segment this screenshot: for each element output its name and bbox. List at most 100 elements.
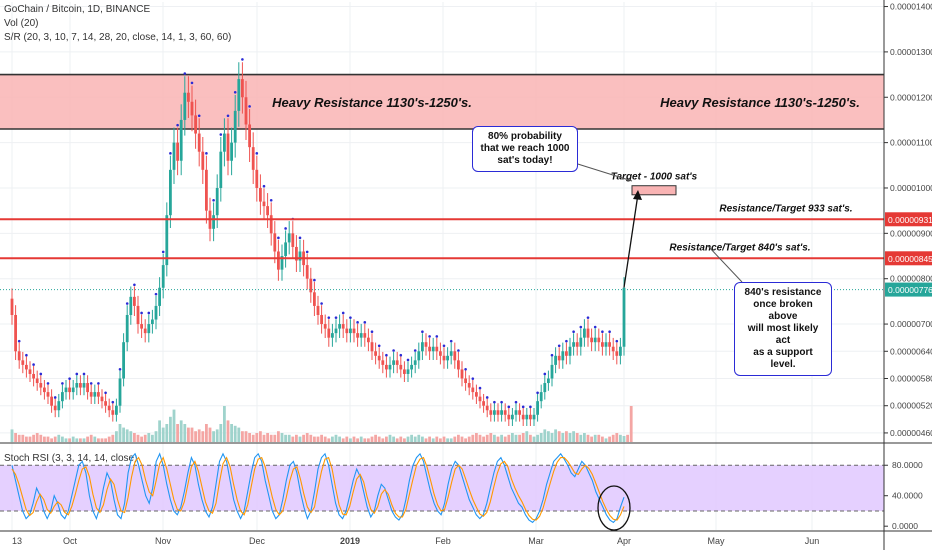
price-tick-label: 0.00000800 [890, 274, 932, 284]
volume-bar [493, 434, 496, 442]
candle-body [619, 346, 622, 356]
volume-bar [241, 431, 244, 442]
candle-body [352, 328, 356, 334]
candle-body [428, 346, 431, 352]
candle-body [39, 383, 43, 388]
volume-bar [464, 438, 467, 442]
price-tick-label: 0.00001200 [890, 92, 932, 102]
candle-body [331, 333, 334, 338]
volume-bar [611, 434, 615, 442]
candle-body [298, 251, 302, 261]
candle-body [46, 392, 50, 397]
volume-bar [323, 436, 327, 442]
volume-bar [421, 436, 424, 442]
volume-bar [356, 438, 359, 442]
volume-bar [629, 406, 633, 442]
candle-body [259, 187, 262, 202]
volume-bar [187, 427, 190, 442]
candle-body [212, 215, 215, 229]
candle-body [179, 119, 183, 161]
candle-body [233, 110, 237, 143]
sr-dot [104, 391, 107, 395]
candle-body [255, 169, 259, 188]
volume-bar [179, 420, 183, 442]
volume-bar [385, 436, 388, 442]
candle-body [309, 278, 313, 293]
candle-body [334, 328, 338, 334]
volume-bars [10, 406, 633, 442]
volume-bar [410, 434, 413, 442]
sr-dot [53, 396, 57, 399]
candle-body [547, 378, 550, 384]
candle-body [543, 383, 547, 393]
candle-body [71, 387, 75, 393]
candle-body [439, 351, 442, 356]
candle-body [320, 314, 323, 325]
candle-body [478, 396, 482, 402]
volume-bar [403, 438, 406, 442]
time-tick-label: Oct [63, 536, 78, 546]
volume-bar [381, 438, 385, 442]
candle-body [104, 401, 107, 406]
volume-bar [287, 434, 291, 442]
candle-body [151, 319, 154, 325]
sr-dot [32, 363, 35, 366]
candle-body [554, 355, 557, 365]
time-tick-label: Jun [805, 536, 820, 546]
sr-dot [68, 377, 71, 380]
candle-body [601, 342, 604, 347]
volume-bar [604, 438, 608, 442]
volume-bar [230, 424, 233, 442]
candle-body [215, 187, 219, 216]
resistance-label: Resistance/Target 840's sat's. [669, 242, 810, 253]
volume-bar [190, 427, 194, 442]
sr-dot [507, 405, 511, 409]
candle-body [565, 351, 568, 356]
candle-body [370, 342, 374, 352]
volume-bar [579, 434, 583, 442]
candle-body [165, 215, 169, 266]
candle-body [529, 414, 532, 420]
price-tick-label: 0.00000520 [890, 401, 932, 411]
candle-body [356, 333, 359, 338]
candle-body [475, 392, 478, 397]
candle-body [377, 355, 381, 361]
volume-bar [219, 424, 223, 442]
sr-dot [46, 382, 50, 385]
candle-body [536, 401, 539, 415]
price-axis[interactable]: 0.00001400 0.00001300 0.00001200 0.00001100… [883, 0, 932, 550]
volume-bar [439, 438, 442, 442]
volume-bar [561, 433, 565, 442]
candle-body [266, 206, 269, 216]
volume-bar [363, 438, 367, 442]
sr-dot [298, 236, 302, 240]
volume-bar [100, 438, 104, 442]
sr-dot [226, 114, 230, 118]
candle-body [539, 392, 543, 402]
sr-dot [608, 330, 611, 334]
candle-body [500, 410, 503, 415]
time-tick-label: 13 [12, 536, 22, 546]
candle-body [622, 287, 626, 347]
volume-bar [125, 429, 129, 442]
candle-body [399, 364, 403, 370]
candle-body [327, 328, 331, 338]
volume-bar [435, 436, 439, 442]
volume-bar [280, 433, 284, 442]
volume-bar [525, 431, 529, 442]
candle-body [525, 414, 529, 420]
sr-dot [205, 152, 208, 155]
sr-dot [572, 330, 575, 334]
sr-dot [169, 152, 172, 155]
volume-bar [237, 427, 241, 442]
candle-body [107, 405, 111, 411]
volume-bar [590, 436, 593, 442]
candle-body [287, 233, 291, 243]
candle-body [532, 414, 536, 420]
time-axis[interactable]: 13 Oct Nov Dec 2019 Feb Mar Apr May Jun [0, 530, 932, 546]
volume-bar [532, 436, 536, 442]
candle-body [61, 392, 64, 402]
sr-dot [478, 386, 482, 390]
candle-body [471, 387, 475, 393]
